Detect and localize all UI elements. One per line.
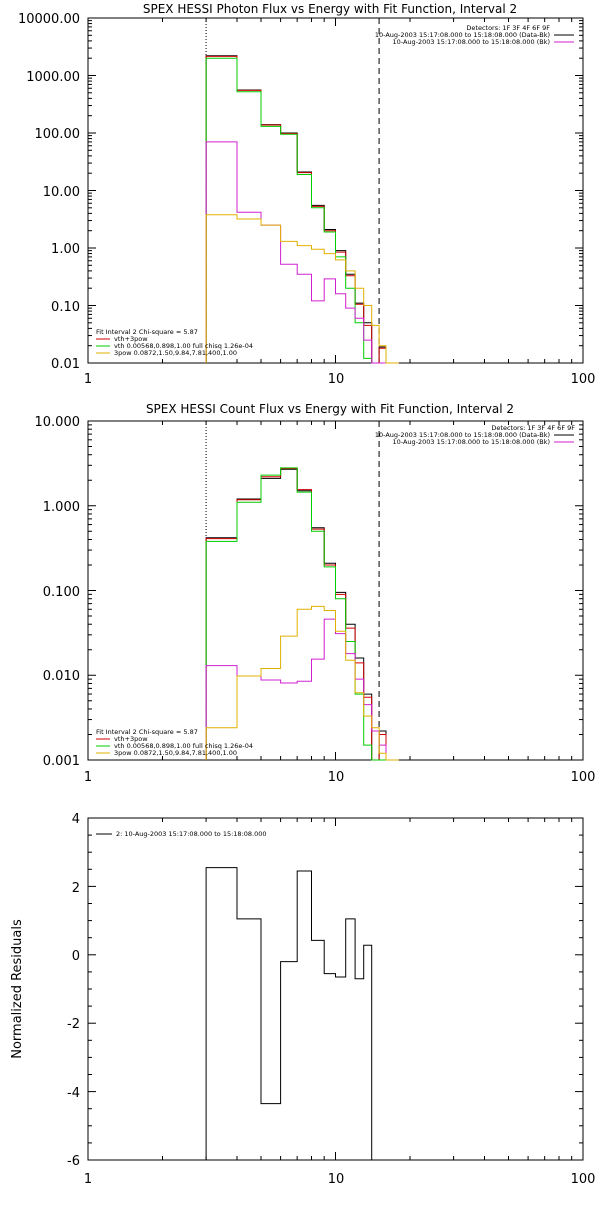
panel2-series-4 — [205, 605, 399, 761]
panel2-xtick-2: 100 — [571, 770, 596, 785]
panel3-ticks — [87, 817, 584, 1161]
panel1-xtick-0: 1 — [84, 372, 92, 387]
panel1-ytick-2: 1.00 — [51, 242, 80, 257]
panel1-ytick-5: 1000.00 — [26, 70, 80, 85]
panel2-ytick-3: 1.000 — [43, 500, 80, 515]
panel1-series-1 — [205, 55, 399, 364]
panel2-series-2 — [205, 467, 399, 761]
panel3-legend: 2: 10-Aug-2003 15:17:08.000 to 15:18:08.… — [96, 830, 267, 838]
panel2-vlines — [205, 421, 380, 760]
panel1-series — [205, 55, 399, 364]
panel1-legend-data-bk: 10-Aug-2003 15:17:08.000 to 15:18:08.000… — [375, 31, 550, 39]
panel3-ytick-1: -4 — [67, 1086, 80, 1101]
panel2-title: SPEX HESSI Count Flux vs Energy with Fit… — [146, 402, 514, 416]
panel3-frame — [87, 817, 584, 1161]
panel3-xtick-1: 10 — [328, 1172, 345, 1187]
panel1-ticks — [87, 17, 584, 364]
panel1-title: SPEX HESSI Photon Flux vs Energy with Fi… — [143, 2, 517, 16]
panel2-legend-vth3pow: vth+3pow — [114, 735, 148, 743]
panel1-series-4 — [205, 214, 399, 364]
panel3-ytick-0: -6 — [67, 1154, 80, 1169]
panel1-legend-vth3pow: vth+3pow — [114, 335, 148, 343]
panel1-legend-3pow: 3pow 0.0872,1.50,9.84,7.81,400,1.00 — [114, 349, 237, 357]
panel2-xtick-0: 1 — [84, 770, 92, 785]
panel2-legend-detectors: Detectors: 1F 3F 4F 6F 9F — [491, 424, 575, 432]
panel2-series — [205, 467, 399, 761]
panel2-legend-vth: vth 0.00568,0.898,1.00 full chisq 1.26e-… — [114, 742, 253, 750]
panel2-xtick-1: 10 — [328, 770, 345, 785]
panel1-series-0 — [205, 55, 399, 364]
panel2-legend-bottom-left: Fit Interval 2 Chi-square = 5.87 vth+3po… — [96, 728, 253, 757]
panel1-legend-bk: 10-Aug-2003 15:17:08.000 to 15:18:08.000… — [393, 38, 550, 46]
panel3-ytick-4: 2 — [72, 881, 80, 896]
panel2-ytick-1: 0.010 — [43, 669, 80, 684]
count-flux-panel: SPEX HESSI Count Flux vs Energy with Fit… — [35, 402, 596, 785]
panel1-ytick-4: 100.00 — [35, 127, 81, 142]
panel2-series-3 — [205, 618, 399, 761]
panel1-legend-vth: vth 0.00568,0.898,1.00 full chisq 1.26e-… — [114, 342, 253, 350]
panel3-ytick-5: 4 — [72, 812, 80, 827]
panel1-xtick-1: 10 — [328, 372, 345, 387]
panel1-ytick-3: 10.00 — [43, 185, 80, 200]
panel2-ytick-4: 10.000 — [35, 415, 81, 430]
panel3-legend-text: 2: 10-Aug-2003 15:17:08.000 to 15:18:08.… — [116, 830, 267, 838]
panel3-ytick-2: -2 — [67, 1017, 80, 1032]
panel1-ytick-1: 0.10 — [51, 300, 80, 315]
photon-flux-panel: SPEX HESSI Photon Flux vs Energy with Fi… — [18, 2, 595, 387]
panel1-legend-detectors: Detectors: 1F 3F 4F 6F 9F — [466, 24, 550, 32]
panel1-vlines — [205, 18, 380, 363]
panel1-legend-bottom-left: Fit Interval 2 Chi-square = 5.87 vth+3po… — [96, 328, 253, 357]
panel1-legend-top-right: Detectors: 1F 3F 4F 6F 9F 10-Aug-2003 15… — [375, 24, 574, 46]
panel1-series-3 — [205, 141, 399, 364]
panel3-residual-series — [205, 867, 373, 1160]
residuals-panel: Normalized Residuals -6 -4 -2 0 2 4 1 10… — [10, 812, 595, 1187]
panel2-ticks — [87, 420, 584, 761]
panel2-legend-bk: 10-Aug-2003 15:17:08.000 to 15:18:08.000… — [393, 438, 550, 446]
panel1-ytick-6: 10000.00 — [18, 12, 80, 27]
panel3-xtick-2: 100 — [571, 1172, 596, 1187]
panel1-series-2 — [205, 57, 399, 364]
panel1-frame — [87, 17, 584, 364]
panel3-ytick-3: 0 — [72, 949, 80, 964]
panel1-ytick-0: 0.01 — [51, 357, 80, 372]
panel3-xtick-0: 1 — [84, 1172, 92, 1187]
panel3-series — [205, 867, 373, 1160]
panel1-legend-fit: Fit Interval 2 Chi-square = 5.87 — [96, 328, 198, 336]
panel3-ylabel: Normalized Residuals — [10, 919, 25, 1059]
panel2-ytick-0: 0.001 — [43, 754, 80, 769]
panel2-legend-top-right: Detectors: 1F 3F 4F 6F 9F 10-Aug-2003 15… — [375, 424, 575, 446]
panel2-ytick-2: 0.100 — [43, 585, 80, 600]
panel2-legend-3pow: 3pow 0.0872,1.50,9.84,7.81,400,1.00 — [114, 749, 237, 757]
panel2-legend-fit: Fit Interval 2 Chi-square = 5.87 — [96, 728, 198, 736]
panel2-legend-data-bk: 10-Aug-2003 15:17:08.000 to 15:18:08.000… — [375, 431, 550, 439]
panel1-xtick-2: 100 — [571, 372, 596, 387]
